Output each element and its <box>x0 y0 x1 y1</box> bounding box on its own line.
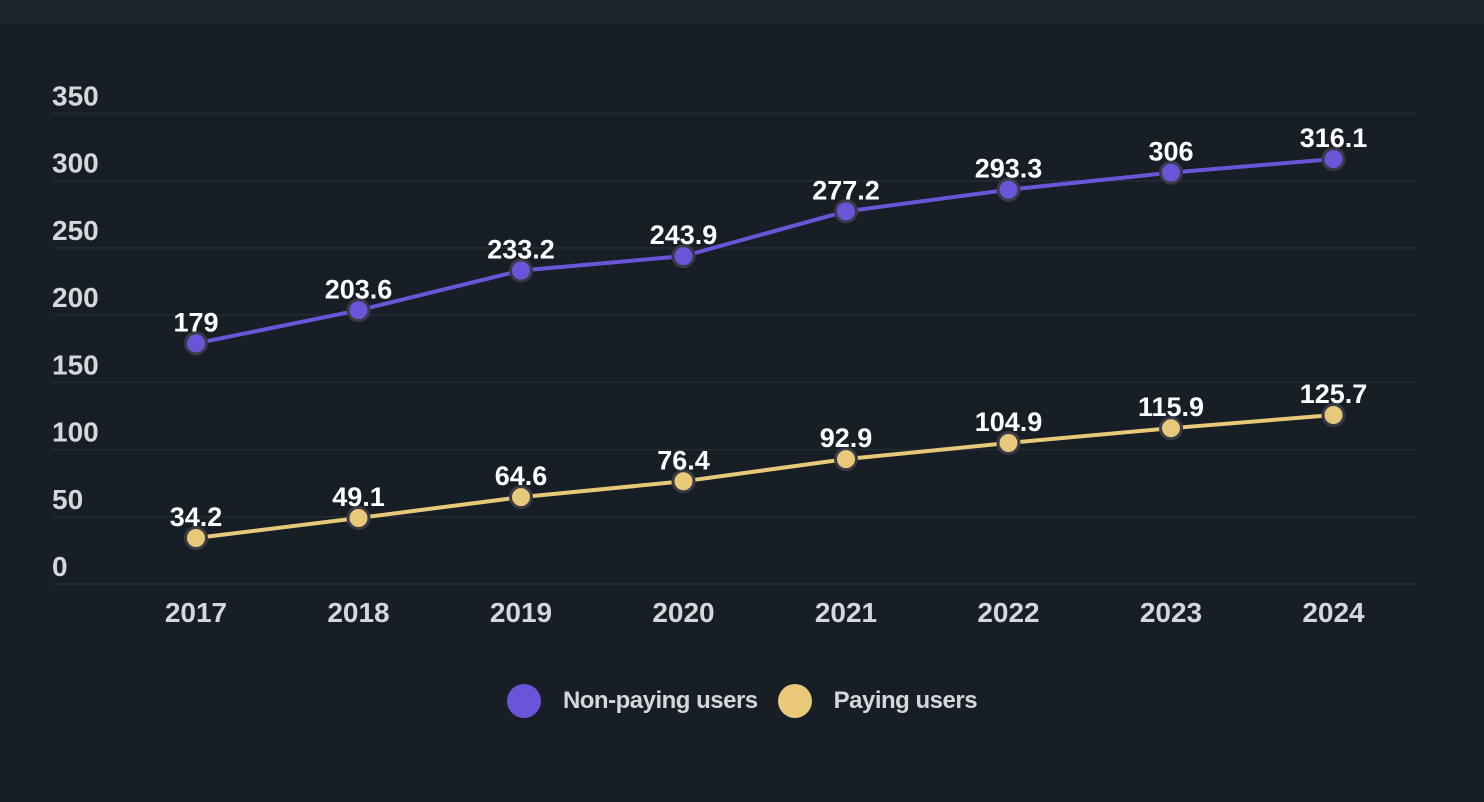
legend-item-paying[interactable]: Paying users <box>777 684 978 718</box>
legend: Non-paying users Paying users <box>0 684 1484 718</box>
data-label: 316.1 <box>1300 123 1368 153</box>
data-point[interactable] <box>509 485 533 510</box>
y-tick-label: 350 <box>52 80 99 111</box>
x-tick-label: 2024 <box>1302 597 1365 628</box>
data-point[interactable] <box>671 469 696 494</box>
top-bar <box>0 0 1484 24</box>
legend-swatch-paying-icon <box>777 684 812 718</box>
data-label: 243.9 <box>650 220 718 250</box>
data-label: 49.1 <box>332 482 385 512</box>
data-point[interactable] <box>834 199 858 224</box>
data-point[interactable] <box>509 258 533 283</box>
y-tick-label: 50 <box>52 484 83 515</box>
data-point[interactable] <box>834 447 858 472</box>
y-tick-label: 200 <box>52 282 99 313</box>
data-label: 233.2 <box>487 235 555 265</box>
data-label: 203.6 <box>325 274 393 304</box>
y-axis-ticks: 0 50 100 150 200 250 300 350 <box>52 80 99 582</box>
gridlines <box>52 112 1416 585</box>
data-point[interactable] <box>346 505 371 530</box>
x-tick-label: 2021 <box>815 597 877 628</box>
legend-swatch-non-paying-icon <box>506 684 541 718</box>
data-label: 277.2 <box>812 175 880 205</box>
x-tick-label: 2019 <box>490 597 552 628</box>
data-point[interactable] <box>1159 160 1183 185</box>
data-label: 293.3 <box>975 154 1043 184</box>
x-tick-label: 2020 <box>652 597 714 628</box>
x-tick-label: 2018 <box>327 597 389 628</box>
x-tick-label: 2022 <box>977 597 1039 628</box>
series-lines <box>195 157 1334 541</box>
legend-label-paying: Paying users <box>833 687 978 714</box>
data-label: 125.7 <box>1300 379 1368 409</box>
x-tick-label: 2017 <box>165 597 227 628</box>
data-label: 34.2 <box>170 502 223 532</box>
legend-item-non-paying[interactable]: Non-paying users <box>506 684 758 718</box>
y-tick-label: 100 <box>52 417 99 448</box>
data-point[interactable] <box>184 331 208 356</box>
x-axis-ticks: 2017 2018 2019 2020 2021 2022 2023 2024 <box>165 597 1365 628</box>
x-tick-label: 2023 <box>1140 597 1202 628</box>
data-label: 92.9 <box>820 423 873 453</box>
y-tick-label: 0 <box>52 551 68 582</box>
data-point[interactable] <box>1321 147 1346 172</box>
data-points <box>184 147 1346 551</box>
data-label: 115.9 <box>1138 392 1204 422</box>
data-label: 104.9 <box>975 407 1043 437</box>
series-line <box>195 413 1334 541</box>
data-label: 179 <box>173 307 218 337</box>
y-tick-label: 150 <box>52 349 99 380</box>
y-tick-label: 250 <box>52 215 99 246</box>
data-labels: 179 203.6 233.2 243.9 277.2 293.3 306 316.1 34.2… <box>170 123 1368 532</box>
data-point[interactable] <box>1321 403 1346 428</box>
legend-label-non-paying: Non-paying users <box>562 687 758 714</box>
data-label: 76.4 <box>657 445 710 475</box>
y-tick-label: 300 <box>52 148 99 179</box>
data-point[interactable] <box>996 430 1021 455</box>
data-point[interactable] <box>1159 416 1183 441</box>
series-line <box>195 157 1334 346</box>
data-point[interactable] <box>346 298 371 323</box>
data-label: 64.6 <box>495 461 548 491</box>
data-label: 306 <box>1148 137 1193 167</box>
data-point[interactable] <box>184 526 208 551</box>
data-point[interactable] <box>996 177 1021 202</box>
data-point[interactable] <box>671 244 696 269</box>
